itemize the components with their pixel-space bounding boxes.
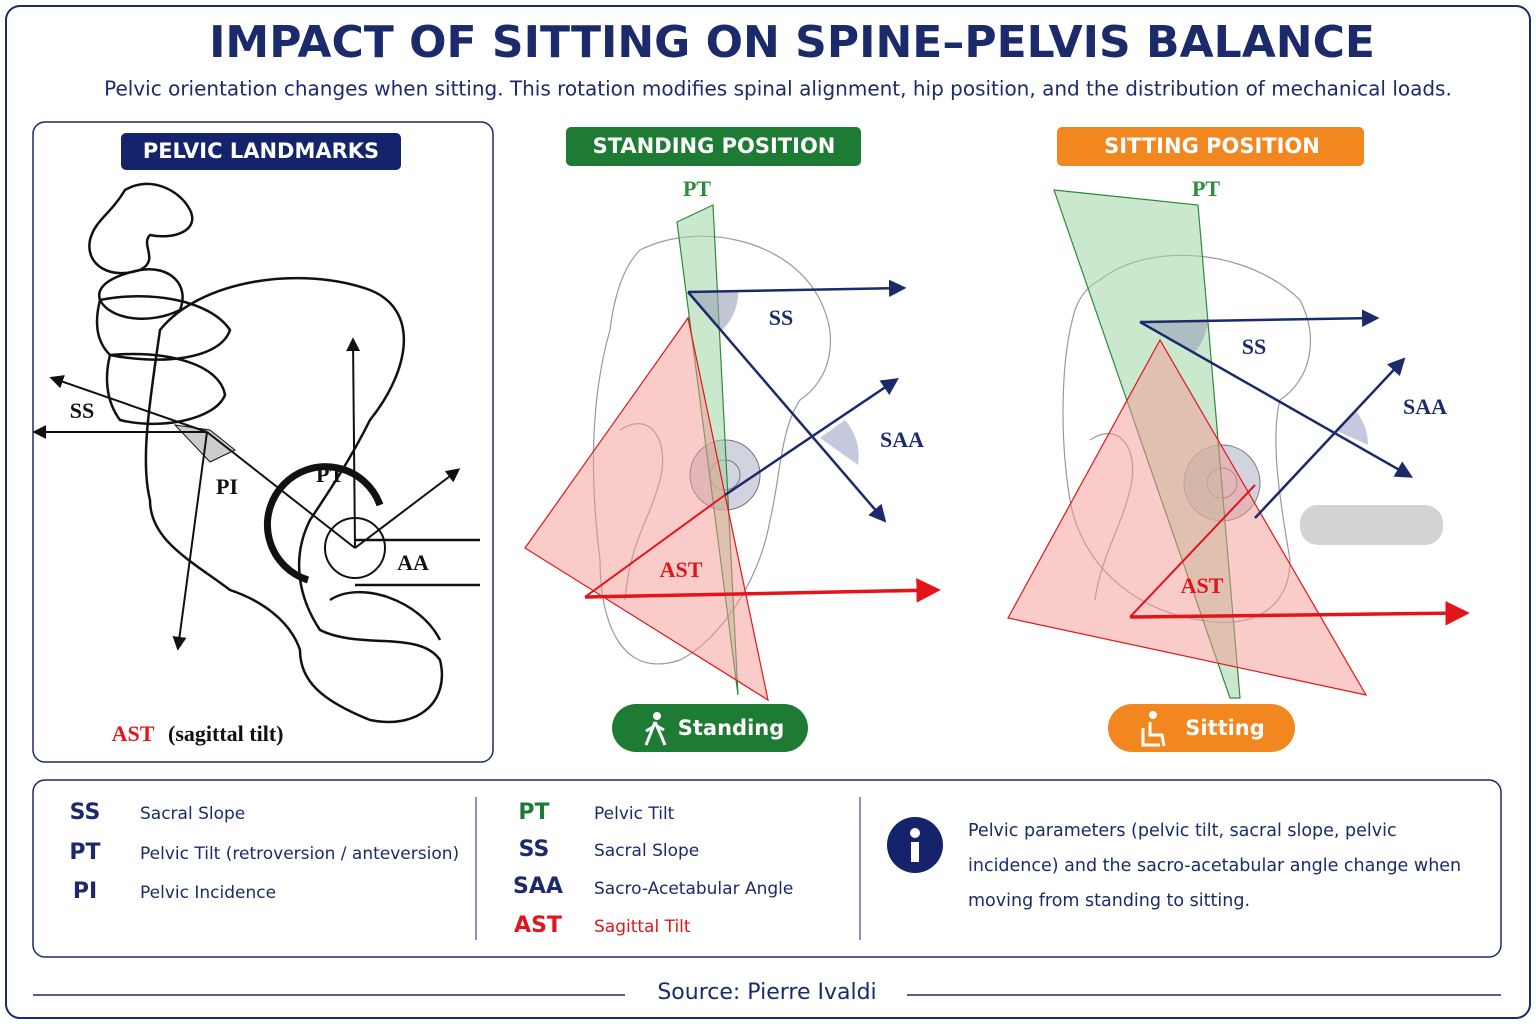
shape-line [584,578,941,603]
shape-path [98,267,184,320]
sitting-drawing [1007,189,1470,699]
standing-ss: SS [769,305,793,330]
shape-line [687,279,907,298]
shape-line [1254,357,1406,519]
label-ss: SS [70,398,94,423]
landmarks-panel [32,121,494,763]
standing-ast: AST [660,557,703,582]
legend-abbr: PT [69,840,100,865]
landmarks-heading: PELVIC LANDMARKS [143,139,379,163]
shape-line [687,291,887,523]
sitting-pt: PT [1192,176,1220,201]
shape-line [172,431,208,651]
legend-abbr: SAA [513,874,563,899]
legend-text: Sacral Slope [140,804,245,824]
shape-g [687,279,907,523]
legend-abbr: AST [514,913,562,938]
sitting-pill [1057,127,1364,166]
legend-text: Sacro-Acetabular Angle [594,879,793,899]
shape-rect [1300,505,1443,545]
landmarks-pill [121,133,401,170]
shape-line [346,337,361,549]
label-aa: AA [397,550,429,575]
shape-circle [1149,711,1157,719]
sitting-heading: SITTING POSITION [1104,134,1320,158]
info-text: Pelvic parameters (pelvic tilt, sacral s… [968,821,1462,911]
legend-box [32,779,1502,958]
shape-path [1335,410,1368,445]
shape-path [88,182,194,275]
shape-line [1139,309,1380,327]
frame [5,5,1531,1019]
legend-abbr: PI [73,879,97,904]
shape-circle [653,712,661,720]
legend-abbr: PT [518,800,549,825]
shape-path [688,292,739,330]
shape-line [206,431,356,549]
source: Source: Pierre Ivaldi [657,980,876,1005]
caption-text: (sagittal tilt) [168,721,283,746]
standing-pill [566,127,861,166]
label-pt: PT [316,462,344,487]
shape-polygon [1007,338,1368,696]
shape-path [105,352,227,426]
walk-icon [644,712,667,746]
legend-text: Pelvic Tilt [594,804,675,824]
shape-line [584,494,726,598]
legend-text: Pelvic Tilt (retroversion / anteversion) [140,844,459,864]
subtitle: Pelvic orientation changes when sitting.… [104,77,1452,101]
legend-text: Sacral Slope [594,841,699,861]
shape-path [263,463,384,584]
sitting-ss: SS [1242,334,1266,359]
landmark-lines [32,337,461,651]
pelvis-drawing [88,182,480,724]
shape-line [1139,320,1414,478]
shape-path [820,420,859,465]
info-icon-stem [911,842,919,862]
sitting-saa: SAA [1403,394,1447,419]
shape-line [724,378,899,497]
shape-path [95,295,232,361]
sitting-ast: AST [1181,573,1224,598]
shape-line [1129,484,1256,618]
shape-path [1140,320,1208,352]
shape-polygon [524,316,769,702]
shape-path [1141,722,1166,747]
shape-line [49,375,208,433]
legend-text: Sagittal Tilt [594,917,691,937]
sit-icon [1141,711,1166,747]
standing-pt: PT [683,176,711,201]
sitting-badge-label: Sitting [1185,716,1265,740]
standing-badge-label: Standing [678,716,785,740]
shape-path [329,591,442,641]
info-icon-dot [910,828,920,838]
shape-g [1139,309,1414,519]
legend-abbr: SS [70,800,101,825]
standing-saa: SAA [880,427,924,452]
shape-path [355,538,480,587]
shape-path [644,721,667,746]
shape-line [1129,600,1470,626]
legend-abbr: SS [519,837,550,862]
caption-abbr: AST [112,721,155,746]
shape-path [144,276,444,724]
standing-drawing [524,204,941,702]
title: IMPACT OF SITTING ON SPINE–PELVIS BALANC… [209,17,1375,68]
standing-heading: STANDING POSITION [593,134,836,158]
shape-line [354,468,461,549]
label-pi: PI [216,474,238,499]
legend-text: Pelvic Incidence [140,883,276,903]
